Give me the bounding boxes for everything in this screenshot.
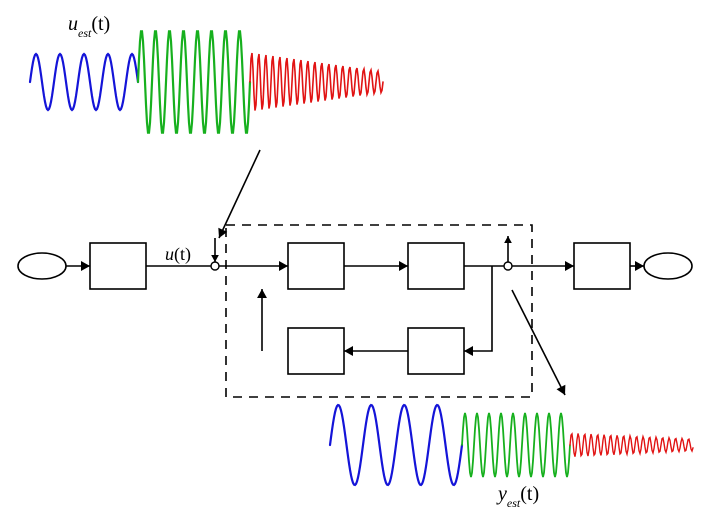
waveform-segment <box>330 405 462 485</box>
connector <box>464 266 492 351</box>
connector <box>219 150 260 238</box>
waveform-segment <box>30 54 138 110</box>
arrowhead <box>81 261 90 271</box>
arrowhead <box>344 346 353 356</box>
block-B4 <box>408 328 464 374</box>
label-y_est: yest(t) <box>496 483 539 510</box>
arrowhead <box>211 255 219 262</box>
waveform-segment <box>250 53 383 110</box>
block-B1 <box>90 243 146 289</box>
label-u: u(t) <box>165 244 191 265</box>
connector <box>512 290 565 395</box>
arrowhead <box>399 261 408 271</box>
diagram-canvas: uest(t) yest(t) u(t) <box>0 0 717 517</box>
arrowhead <box>635 261 644 271</box>
subsystem-box <box>226 225 532 397</box>
inject-port <box>211 262 219 270</box>
tap-port <box>504 262 512 270</box>
waveform-segment <box>138 31 250 132</box>
block-B6 <box>574 243 630 289</box>
arrowhead <box>464 346 473 356</box>
arrowhead <box>504 236 512 243</box>
terminal-right <box>644 253 692 279</box>
label-u_est: uest(t) <box>68 13 110 40</box>
waveform-segment <box>570 433 693 456</box>
arrowhead <box>279 261 288 271</box>
arrowhead <box>565 261 574 271</box>
block-B3 <box>408 243 464 289</box>
arrowhead <box>257 289 267 298</box>
waveform-segment <box>462 413 570 477</box>
block-B2 <box>288 243 344 289</box>
block-B5 <box>288 328 344 374</box>
terminal-left <box>18 253 66 279</box>
